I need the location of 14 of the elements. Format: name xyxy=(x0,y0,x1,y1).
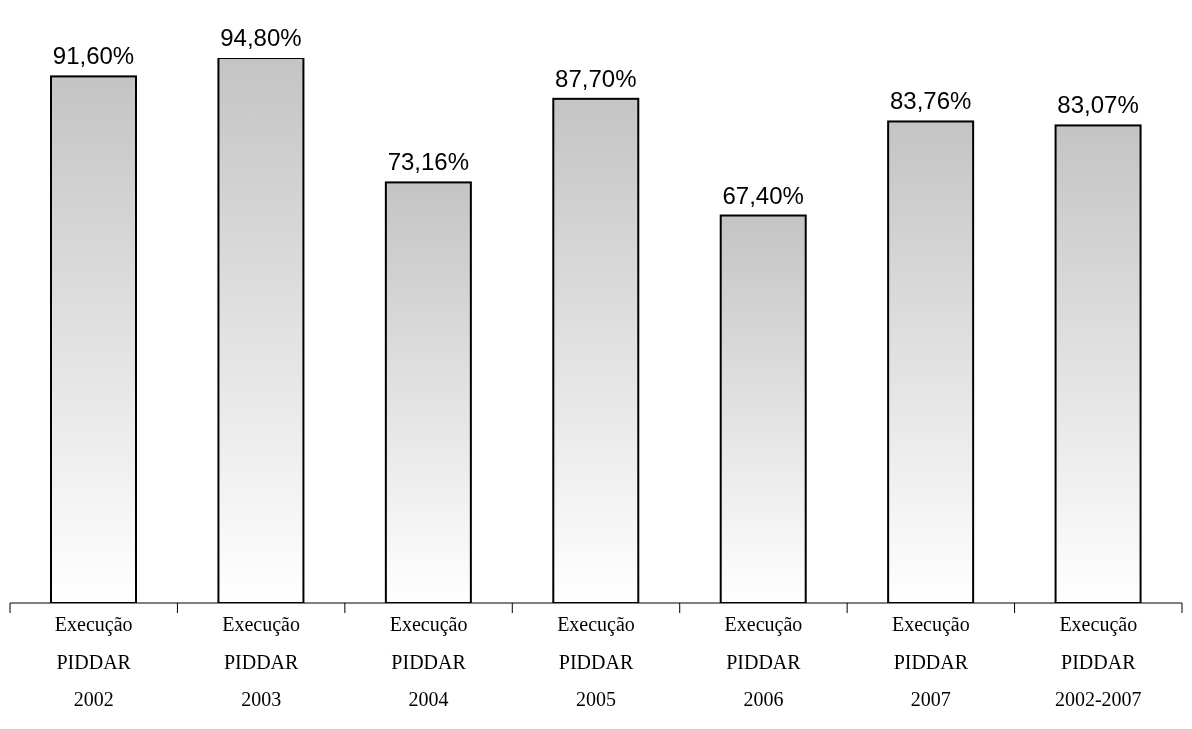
x-tick-label: Execução PIDDAR 2007 xyxy=(891,613,970,710)
data-label: 94,80% xyxy=(220,24,302,51)
data-label: 83,76% xyxy=(889,87,972,115)
data-label: 83,07% xyxy=(1057,91,1139,119)
x-tick-label: Execução PIDDAR 2002-2007 xyxy=(1054,613,1142,710)
x-tick-label: Execução PIDDAR 2002 xyxy=(54,613,133,710)
data-label: 91,60% xyxy=(52,42,135,70)
x-tick-label: Execução PIDDAR 2005 xyxy=(557,613,635,710)
data-label: 67,40% xyxy=(722,181,804,209)
data-label: 73,16% xyxy=(387,148,470,176)
x-tick-label: Execução PIDDAR 2004 xyxy=(389,613,468,710)
x-tick-label: Execução PIDDAR 2003 xyxy=(222,613,301,710)
data-label: 87,70% xyxy=(555,64,637,92)
x-tick-label: Execução PIDDAR 2006 xyxy=(724,613,803,710)
